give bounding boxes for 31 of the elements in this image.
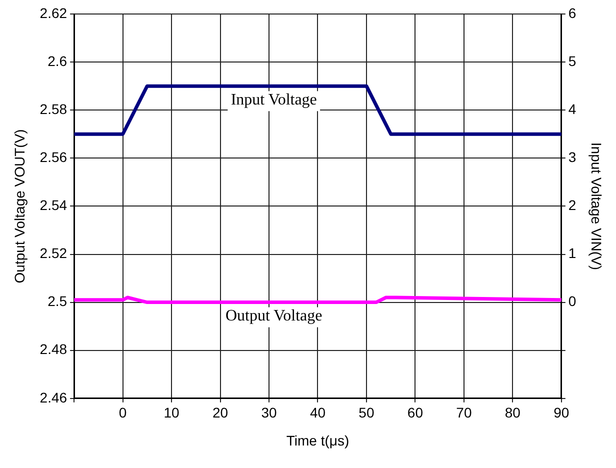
- x-axis-title: Time t(μs): [286, 432, 350, 448]
- x-tick-label: 10: [164, 404, 180, 421]
- y2-tick-label: 0: [568, 293, 576, 310]
- series-label: Output Voltage: [225, 308, 322, 325]
- y2-tick-label: 5: [568, 52, 576, 69]
- y-tick-label: 2.46: [40, 389, 68, 406]
- y-tick-label: 2.5: [48, 293, 68, 310]
- y-tick-label: 2.54: [40, 197, 68, 214]
- y-tick-label: 2.52: [40, 245, 68, 262]
- y-tick-label: 2.62: [40, 4, 68, 21]
- x-tick-label: 30: [261, 404, 277, 421]
- y2-tick-label: 3: [568, 149, 576, 166]
- x-tick-label: 90: [554, 404, 570, 421]
- y2-tick-label: 6: [568, 4, 576, 21]
- y-axis-title: Output Voltage VOUT(V): [11, 129, 28, 284]
- y2-tick-label: 4: [568, 100, 576, 117]
- series-label: Input Voltage: [230, 91, 317, 108]
- x-tick-label: 70: [456, 404, 472, 421]
- y2-tick-label: 2: [568, 197, 576, 214]
- x-tick-label: 60: [407, 404, 424, 421]
- x-tick-label: 40: [310, 404, 326, 421]
- y2-axis-title: Input Voltage VIN(V): [588, 142, 605, 270]
- y2-tick-label: 1: [568, 245, 576, 262]
- y-tick-label: 2.56: [40, 149, 68, 166]
- x-tick-label: 20: [212, 404, 228, 421]
- x-tick-label: 50: [358, 404, 374, 421]
- y-tick-label: 2.58: [40, 100, 68, 117]
- x-tick-label: 0: [118, 404, 127, 421]
- y-tick-label: 2.6: [48, 52, 68, 69]
- x-tick-label: 80: [504, 404, 521, 421]
- y-tick-label: 2.48: [40, 341, 68, 358]
